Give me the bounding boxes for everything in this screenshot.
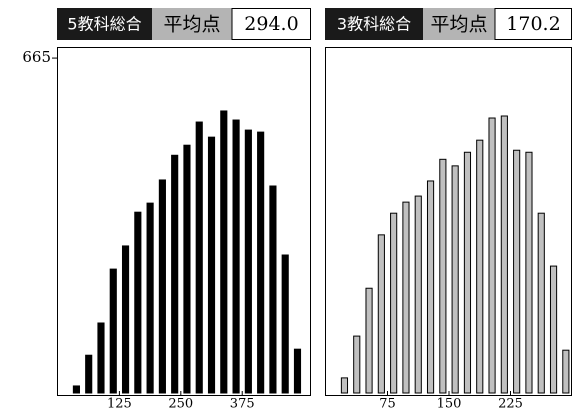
plot-frame [325,47,572,396]
header-average-label: 平均点 [430,14,487,36]
bar [158,179,166,394]
y-tick-label: 665 [22,48,51,66]
bar [439,158,447,394]
bar [97,322,105,394]
bar [220,110,228,394]
header-average: 170.2 [506,13,560,35]
bar [134,211,142,394]
bar [85,354,93,394]
bar [488,117,496,394]
header-average: 294.0 [244,13,298,35]
bar [562,349,570,394]
plot-frame [57,47,311,396]
bar [513,149,521,394]
bar [476,139,484,394]
x-tick-label: 125 [107,397,132,412]
x-tick-label: 250 [168,397,193,412]
bar [525,151,533,394]
x-tick-label: 225 [498,397,523,412]
bar [451,165,459,394]
x-tick-label: 375 [230,397,255,412]
header-average-label-box [152,8,232,40]
header-average-label: 平均点 [163,14,220,36]
bar [426,180,435,394]
bar [377,234,385,394]
x-tick-label: 75 [379,397,396,412]
bar [414,195,422,394]
bar [257,131,265,394]
bar [121,245,130,394]
bar [340,377,349,394]
header-title: 3教科総合 [337,15,411,34]
bar [549,265,558,394]
header-title-box [325,8,423,40]
bar [500,115,508,394]
bar [402,201,410,394]
bar [183,144,191,394]
bar [353,335,361,394]
header-average-box [231,8,311,40]
bar [207,136,216,394]
bar [72,385,80,394]
bar [269,185,277,394]
x-tick-label: 150 [437,397,462,412]
header-title: 5教科総合 [67,15,141,34]
bar [146,202,154,394]
bar [232,119,240,394]
header-title-box [57,8,152,40]
bar [293,348,302,394]
bar [537,212,545,394]
bar [365,287,373,394]
header-average-box [494,8,572,40]
bar [390,212,398,394]
bar [244,129,252,394]
header-average-label-box [423,8,495,40]
bar [171,154,179,394]
bar [463,151,472,394]
bar [109,268,117,394]
bar [195,121,203,394]
bar [281,254,289,394]
